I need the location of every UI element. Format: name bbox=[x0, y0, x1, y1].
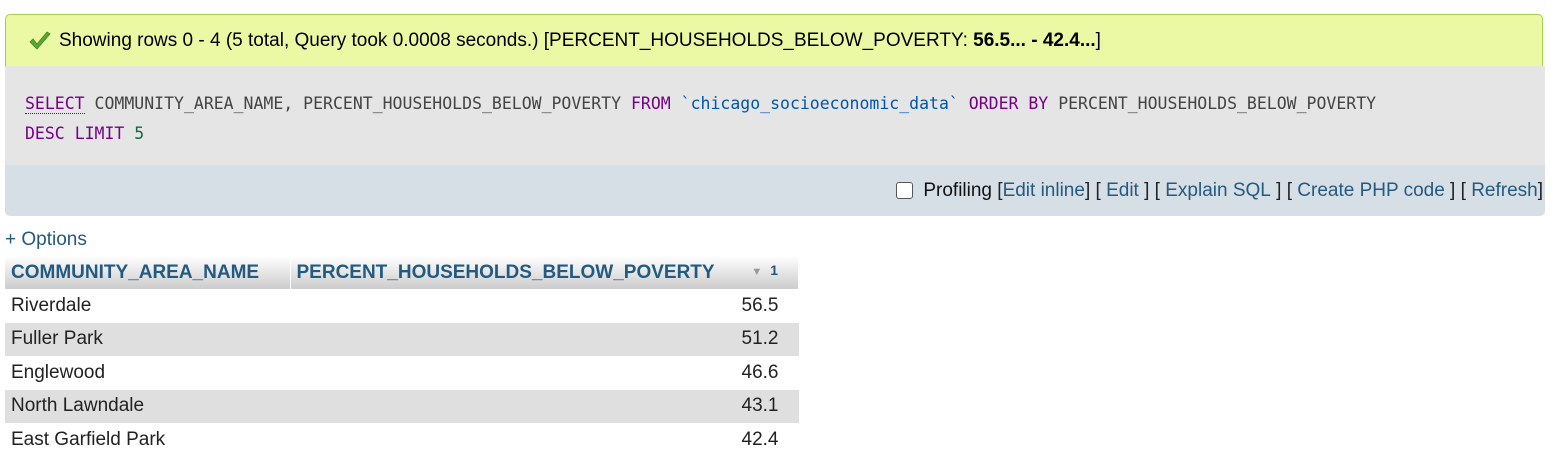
poverty-percent-cell: 43.1 bbox=[290, 389, 799, 423]
edit-inline-link[interactable]: Edit inline bbox=[1002, 179, 1085, 201]
check-icon bbox=[29, 30, 51, 50]
sql-select-keyword[interactable]: SELECT bbox=[25, 94, 85, 114]
sql-order-column: PERCENT_HOUSEHOLDS_BELOW_POVERTY bbox=[1058, 94, 1377, 113]
column-header-community-area-name[interactable]: COMMUNITY_AREA_NAME bbox=[5, 256, 291, 289]
results-table: COMMUNITY_AREA_NAME PERCENT_HOUSEHOLDS_B… bbox=[5, 256, 799, 457]
poverty-percent-cell: 42.4 bbox=[290, 423, 799, 457]
sql-order-keyword: ORDER BY bbox=[968, 94, 1049, 113]
community-area-cell: North Lawndale bbox=[5, 389, 290, 423]
profiling-checkbox[interactable] bbox=[896, 182, 914, 199]
sql-limit-value: 5 bbox=[134, 124, 145, 143]
table-row[interactable]: East Garfield Park 42.4 bbox=[5, 423, 799, 457]
poverty-percent-cell: 51.2 bbox=[290, 322, 799, 356]
community-area-cell: East Garfield Park bbox=[5, 423, 290, 457]
sort-indicator[interactable]: ▼ 1 bbox=[751, 261, 778, 278]
refresh-link[interactable]: Refresh bbox=[1471, 179, 1538, 201]
query-success-message: Showing rows 0 - 4 (5 total, Query took … bbox=[5, 14, 1543, 66]
sort-descending-icon: ▼ bbox=[751, 265, 763, 278]
profiling-label: Profiling bbox=[923, 179, 992, 201]
sql-tools-bar: Profiling [Edit inline] [ Edit ] [ Expla… bbox=[5, 165, 1545, 216]
column-header-percent-households[interactable]: PERCENT_HOUSEHOLDS_BELOW_POVERTY ▼ 1 bbox=[290, 256, 799, 289]
sql-query-box[interactable]: SELECT COMMUNITY_AREA_NAME, PERCENT_HOUS… bbox=[5, 66, 1545, 165]
create-php-code-link[interactable]: Create PHP code bbox=[1297, 179, 1445, 201]
sql-columns: COMMUNITY_AREA_NAME, PERCENT_HOUSEHOLDS_… bbox=[94, 94, 622, 113]
table-row[interactable]: Fuller Park 51.2 bbox=[5, 322, 799, 356]
edit-link[interactable]: Edit bbox=[1106, 179, 1139, 201]
community-area-cell: Englewood bbox=[5, 356, 290, 390]
poverty-percent-cell: 46.6 bbox=[290, 356, 799, 390]
sql-limit-keyword: LIMIT bbox=[74, 124, 125, 143]
sql-desc-keyword: DESC bbox=[25, 124, 65, 143]
sql-table-name: `chicago_socioeconomic_data` bbox=[680, 94, 959, 113]
sql-from-keyword: FROM bbox=[630, 94, 671, 113]
status-text: Showing rows 0 - 4 (5 total, Query took … bbox=[59, 29, 1101, 51]
table-row[interactable]: North Lawndale 43.1 bbox=[5, 389, 799, 423]
explain-sql-link[interactable]: Explain SQL bbox=[1165, 179, 1271, 201]
poverty-percent-cell: 56.5 bbox=[290, 289, 799, 323]
community-area-cell: Fuller Park bbox=[5, 322, 290, 356]
options-toggle[interactable]: + Options bbox=[5, 229, 87, 250]
table-row[interactable]: Englewood 46.6 bbox=[5, 356, 799, 390]
community-area-cell: Riverdale bbox=[5, 289, 290, 323]
table-row[interactable]: Riverdale 56.5 bbox=[5, 289, 799, 323]
